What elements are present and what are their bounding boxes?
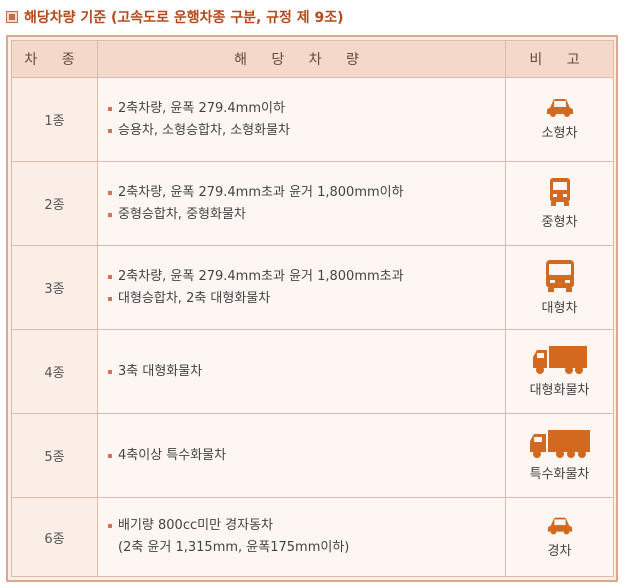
page-title: 해당차량 기준 (고속도로 운행차종 구분, 규정 제 9조) <box>6 5 344 29</box>
van-icon <box>549 178 570 206</box>
row-desc: 배기량 800cc미만 경자동차 (2축 윤거 1,315mm, 윤폭175mm… <box>97 497 506 577</box>
row-note: 대형차 <box>505 245 614 330</box>
table-row: 5종 4축이상 특수화물차 특수화물차 <box>11 413 614 498</box>
note-text: 특수화물차 <box>529 467 590 482</box>
line-text: 2축차량, 윤폭 279.4mm이하 <box>118 100 285 116</box>
row-note: 특수화물차 <box>505 413 614 498</box>
header-kind: 차 종 <box>11 40 98 78</box>
title-text: 해당차량 기준 (고속도로 운행차종 구분, 규정 제 9조) <box>24 10 344 26</box>
special-truck-icon <box>529 430 590 458</box>
header-desc: 해 당 차 량 <box>97 40 506 78</box>
list-item: 배기량 800cc미만 경자동차 <box>108 515 505 537</box>
line-text: 대형승합차, 2축 대형화물차 <box>118 290 271 306</box>
row-kind: 1종 <box>11 77 98 162</box>
list-item: 중형승합차, 중형화물차 <box>108 204 505 226</box>
line-text: 승용차, 소형승합차, 소형화물차 <box>118 122 291 138</box>
row-kind: 4종 <box>11 329 98 414</box>
row-desc: 3축 대형화물차 <box>97 329 506 414</box>
table-row: 4종 3축 대형화물차 대형화물차 <box>11 329 614 414</box>
row-note: 소형차 <box>505 77 614 162</box>
note-text: 대형차 <box>541 301 578 316</box>
row-kind: 5종 <box>11 413 98 498</box>
truck-icon <box>532 346 587 374</box>
note-text: 대형화물차 <box>529 383 590 398</box>
note-text: 경차 <box>547 543 572 559</box>
table-row: 6종 배기량 800cc미만 경자동차 (2축 윤거 1,315mm, 윤폭17… <box>11 497 614 577</box>
list-item-continuation: (2축 윤거 1,315mm, 윤폭175mm이하) <box>118 540 350 555</box>
list-item: 2축차량, 윤폭 279.4mm초과 윤거 1,800mm초과 <box>108 266 505 288</box>
header-note: 비 고 <box>505 40 614 78</box>
row-note: 대형화물차 <box>505 329 614 414</box>
table-row: 3종 2축차량, 윤폭 279.4mm초과 윤거 1,800mm초과 대형승합차… <box>11 245 614 330</box>
row-kind: 3종 <box>11 245 98 330</box>
list-item: 2축차량, 윤폭 279.4mm초과 윤거 1,800mm이하 <box>108 182 505 204</box>
row-kind: 2종 <box>11 161 98 246</box>
list-item: 2축차량, 윤폭 279.4mm이하 <box>108 98 505 120</box>
row-kind: 6종 <box>11 497 98 577</box>
row-desc: 2축차량, 윤폭 279.4mm이하 승용차, 소형승합차, 소형화물차 <box>97 77 506 162</box>
row-note: 중형차 <box>505 161 614 246</box>
list-item: 승용차, 소형승합차, 소형화물차 <box>108 120 505 142</box>
bus-icon <box>545 260 574 292</box>
line-text: 4축이상 특수화물차 <box>118 447 227 463</box>
note-text: 중형차 <box>541 215 578 230</box>
vehicle-class-table: 차 종 해 당 차 량 비 고 1종 2축차량, 윤폭 279.4mm이하 승용… <box>11 40 614 577</box>
line-text: 2축차량, 윤폭 279.4mm초과 윤거 1,800mm이하 <box>118 184 404 200</box>
row-desc: 4축이상 특수화물차 <box>97 413 506 498</box>
car-icon <box>546 99 573 117</box>
row-note: 경차 <box>505 497 614 577</box>
line-text: 중형승합차, 중형화물차 <box>118 206 246 222</box>
table-row: 2종 2축차량, 윤폭 279.4mm초과 윤거 1,800mm이하 중형승합차… <box>11 161 614 246</box>
row-desc: 2축차량, 윤폭 279.4mm초과 윤거 1,800mm이하 중형승합차, 중… <box>97 161 506 246</box>
list-item: 4축이상 특수화물차 <box>108 445 505 467</box>
line-text: 2축차량, 윤폭 279.4mm초과 윤거 1,800mm초과 <box>118 268 404 284</box>
title-bullet-icon <box>6 11 18 23</box>
table-row: 1종 2축차량, 윤폭 279.4mm이하 승용차, 소형승합차, 소형화물차 … <box>11 77 614 162</box>
row-desc: 2축차량, 윤폭 279.4mm초과 윤거 1,800mm초과 대형승합차, 2… <box>97 245 506 330</box>
line-text: 3축 대형화물차 <box>118 363 203 379</box>
vehicle-class-table-frame: 차 종 해 당 차 량 비 고 1종 2축차량, 윤폭 279.4mm이하 승용… <box>6 35 618 582</box>
compact-car-icon <box>547 517 572 534</box>
list-item: 3축 대형화물차 <box>108 361 505 383</box>
line-text: 배기량 800cc미만 경자동차 <box>118 518 274 533</box>
note-text: 소형차 <box>541 126 578 141</box>
list-item: 대형승합차, 2축 대형화물차 <box>108 288 505 310</box>
